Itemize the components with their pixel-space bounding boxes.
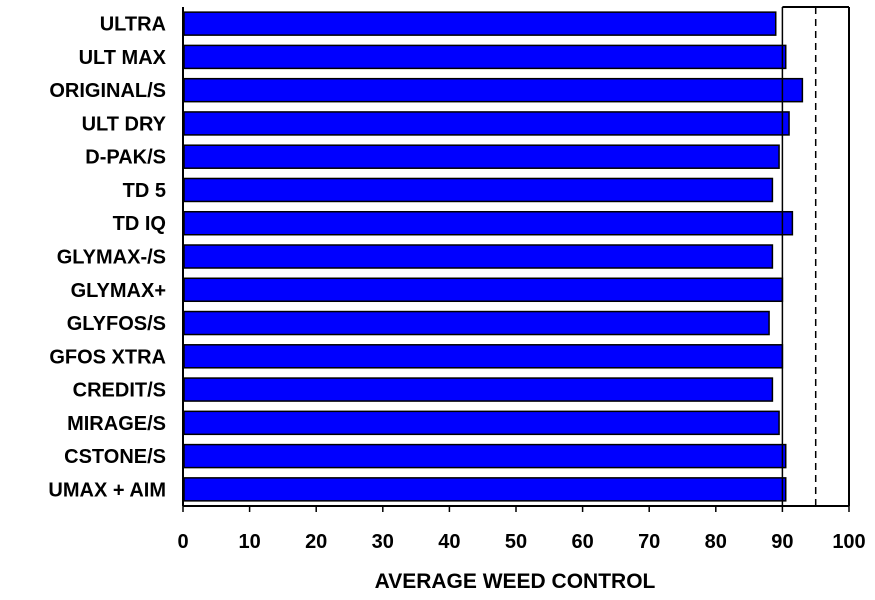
bar bbox=[183, 144, 780, 169]
bar bbox=[183, 11, 777, 36]
bar bbox=[183, 210, 794, 236]
category-label: ORIGINAL/S bbox=[49, 80, 166, 102]
category-label: ULTRA bbox=[100, 14, 166, 36]
bar bbox=[183, 44, 787, 70]
category-label: ULT MAX bbox=[79, 47, 167, 69]
category-label: TD IQ bbox=[113, 213, 166, 235]
bar bbox=[183, 410, 780, 436]
x-tick-label: 90 bbox=[771, 531, 793, 553]
bar bbox=[183, 111, 790, 136]
bar bbox=[183, 177, 774, 203]
bar bbox=[183, 244, 774, 269]
category-label: GLYMAX+ bbox=[71, 280, 166, 302]
category-labels: ULTRA ULT MAX ORIGINAL/S ULT DRY D-PAK/S TD 5… bbox=[48, 14, 166, 502]
category-label: CSTONE/S bbox=[64, 446, 166, 468]
bars-group bbox=[183, 11, 804, 502]
x-tick-label: 80 bbox=[705, 531, 727, 553]
category-label: GLYMAX-/S bbox=[57, 247, 166, 269]
x-axis-ticks: 0 10 20 30 40 50 60 70 80 90 100 bbox=[177, 506, 866, 553]
x-tick-label: 10 bbox=[238, 531, 260, 553]
category-label: GFOS XTRA bbox=[49, 346, 166, 368]
x-tick-label: 40 bbox=[438, 531, 460, 553]
x-tick-label: 20 bbox=[305, 531, 327, 553]
bar bbox=[183, 277, 784, 303]
x-tick-label: 100 bbox=[832, 531, 865, 553]
x-tick-label: 70 bbox=[638, 531, 660, 553]
category-label: UMAX + AIM bbox=[48, 479, 166, 501]
category-label: ULT DRY bbox=[82, 113, 167, 135]
bar bbox=[183, 443, 787, 469]
category-label: TD 5 bbox=[123, 180, 166, 202]
bar bbox=[183, 377, 774, 402]
bar bbox=[183, 310, 770, 336]
reference-lines bbox=[781, 7, 817, 506]
x-tick-label: 30 bbox=[372, 531, 394, 553]
x-tick-label: 60 bbox=[571, 531, 593, 553]
category-label: GLYFOS/S bbox=[67, 313, 166, 335]
x-tick-label: 50 bbox=[505, 531, 527, 553]
bar bbox=[183, 477, 787, 502]
bar bbox=[183, 77, 804, 103]
x-tick-label: 0 bbox=[177, 531, 188, 553]
category-label: CREDIT/S bbox=[73, 380, 166, 402]
category-label: MIRAGE/S bbox=[67, 413, 166, 435]
category-label: D-PAK/S bbox=[85, 147, 166, 169]
x-axis-title: AVERAGE WEED CONTROL bbox=[375, 570, 656, 593]
bar bbox=[183, 344, 784, 369]
